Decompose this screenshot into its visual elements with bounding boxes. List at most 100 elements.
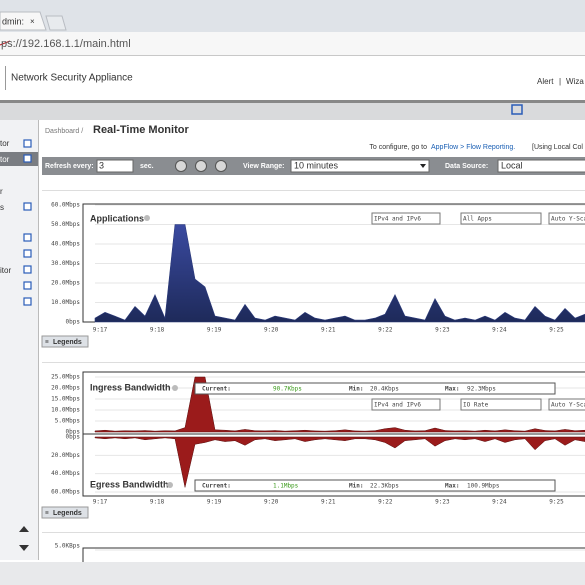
x-tick-label: 9:21 xyxy=(321,499,336,506)
x-tick-label: 9:25 xyxy=(549,499,564,506)
legends-icon: ≡ xyxy=(45,339,49,346)
x-tick-label: 9:23 xyxy=(435,499,450,506)
new-tab[interactable] xyxy=(45,15,67,31)
x-tick-label: 9:22 xyxy=(378,327,393,334)
y-tick-label: 10.0Mbps xyxy=(51,299,80,306)
x-tick-label: 9:18 xyxy=(150,499,165,506)
toolbar-label: View Range: xyxy=(243,163,285,170)
sidebar-icons xyxy=(23,139,32,306)
x-tick-label: 9:20 xyxy=(264,499,279,506)
sidebar-item[interactable]: tor xyxy=(0,155,10,164)
help-icon[interactable] xyxy=(172,385,178,391)
tab[interactable] xyxy=(0,11,47,31)
refresh-input[interactable] xyxy=(96,159,134,173)
x-tick-label: 9:19 xyxy=(207,327,222,334)
stats-box xyxy=(194,382,556,395)
legends-label[interactable]: Legends xyxy=(53,339,82,346)
legends-button[interactable] xyxy=(41,335,89,348)
header-link[interactable]: Alert xyxy=(537,77,554,86)
breadcrumb[interactable]: Dashboard / xyxy=(45,128,83,135)
legends-icon: ≡ xyxy=(45,510,49,517)
y-tick-label: 10.0Mbps xyxy=(51,407,80,414)
address-bar xyxy=(0,32,585,56)
scroll-up[interactable] xyxy=(19,526,29,532)
y-tick-label: 50.0Mbps xyxy=(51,221,80,228)
x-tick-label: 9:21 xyxy=(321,327,336,334)
y-tick-label: 25.0Mbps xyxy=(51,374,80,381)
sidebar-item[interactable]: tor xyxy=(0,139,10,148)
stat-label: Max: xyxy=(445,483,459,490)
y-tick-label: 5.0KBps xyxy=(55,543,81,550)
y-tick-label: 60.0Mbps xyxy=(51,202,80,209)
settings-button[interactable] xyxy=(215,160,227,172)
filter-value[interactable]: IPv4 and IPv6 xyxy=(374,216,421,223)
stat-label: Max: xyxy=(445,386,459,393)
y-tick-label: 20.0Mbps xyxy=(51,385,80,392)
top-bar xyxy=(0,100,585,120)
filter-value[interactable]: Auto Y-Scal xyxy=(551,216,585,223)
x-tick-label: 9:24 xyxy=(492,499,507,506)
y2-tick-label: 0bps xyxy=(66,434,81,441)
header-link[interactable]: Wiza xyxy=(566,77,584,86)
filter-value[interactable]: Auto Y-Scal xyxy=(551,402,585,409)
print-button[interactable] xyxy=(195,160,207,172)
stat-label: Min: xyxy=(349,483,363,490)
help-icon[interactable] xyxy=(167,482,173,488)
x-tick-label: 9:23 xyxy=(435,327,450,334)
help-icon[interactable] xyxy=(144,215,150,221)
refresh-value[interactable]: 3 xyxy=(99,160,104,170)
range-select[interactable] xyxy=(290,159,430,173)
popout-icon[interactable] xyxy=(511,104,523,115)
tab-close[interactable]: × xyxy=(30,17,35,26)
filter-select[interactable] xyxy=(548,212,585,225)
x-tick-label: 9:17 xyxy=(93,327,108,334)
y-tick-label: 5.0Mbps xyxy=(55,418,81,425)
y2-tick-label: 20.0Mbps xyxy=(51,452,80,459)
ingress-area xyxy=(94,376,585,433)
x-tick-label: 9:25 xyxy=(549,327,564,334)
sidebar-item[interactable]: r xyxy=(0,187,3,196)
filter-select[interactable] xyxy=(460,398,542,411)
x-tick-label: 9:17 xyxy=(93,499,108,506)
x-tick-label: 9:22 xyxy=(378,499,393,506)
stat-value: 20.4Kbps xyxy=(370,386,399,393)
range-value[interactable]: 10 minutes xyxy=(294,160,339,170)
legends-label[interactable]: Legends xyxy=(53,510,82,517)
y2-tick-label: 40.0Mbps xyxy=(51,470,80,477)
footer xyxy=(0,562,585,585)
filter-select[interactable] xyxy=(371,212,441,225)
config-link[interactable]: AppFlow > Flow Reporting. xyxy=(431,144,515,151)
x-tick-label: 9:18 xyxy=(150,327,165,334)
url[interactable]: ps://192.168.1.1/main.html xyxy=(1,38,131,50)
y-tick-label: 40.0Mbps xyxy=(51,241,80,248)
y-tick-label: 15.0Mbps xyxy=(51,396,80,403)
tab-title: dmin: xyxy=(2,16,24,26)
filter-value[interactable]: All Apps xyxy=(463,216,492,223)
stat-value: 22.3Kbps xyxy=(370,483,399,490)
scroll-down[interactable] xyxy=(19,545,29,551)
stat-value: 100.9Mbps xyxy=(467,483,500,490)
y-tick-label: 30.0Mbps xyxy=(51,260,80,267)
source-value[interactable]: Local xyxy=(501,160,523,170)
y-tick-label: 0bps xyxy=(66,319,81,326)
filter-value[interactable]: IO Rate xyxy=(463,402,489,409)
filter-select[interactable] xyxy=(371,398,441,411)
x-tick-label: 9:20 xyxy=(264,327,279,334)
tab-strip xyxy=(0,0,585,32)
toolbar-label: Refresh every: xyxy=(45,163,94,170)
stats-box xyxy=(194,479,556,492)
separator: | xyxy=(559,77,561,86)
sidebar-item[interactable]: itor xyxy=(0,266,11,275)
sidebar-item[interactable]: s xyxy=(0,203,4,212)
filter-select[interactable] xyxy=(460,212,542,225)
filter-value[interactable]: IPv4 and IPv6 xyxy=(374,402,421,409)
source-select[interactable] xyxy=(497,159,585,173)
filter-select[interactable] xyxy=(548,398,585,411)
toolbar-label: Data Source: xyxy=(445,163,488,170)
x-tick-label: 9:24 xyxy=(492,327,507,334)
legends-button[interactable] xyxy=(41,506,89,519)
pause-button[interactable] xyxy=(175,160,187,172)
y-tick-label: 0bps xyxy=(66,429,81,436)
